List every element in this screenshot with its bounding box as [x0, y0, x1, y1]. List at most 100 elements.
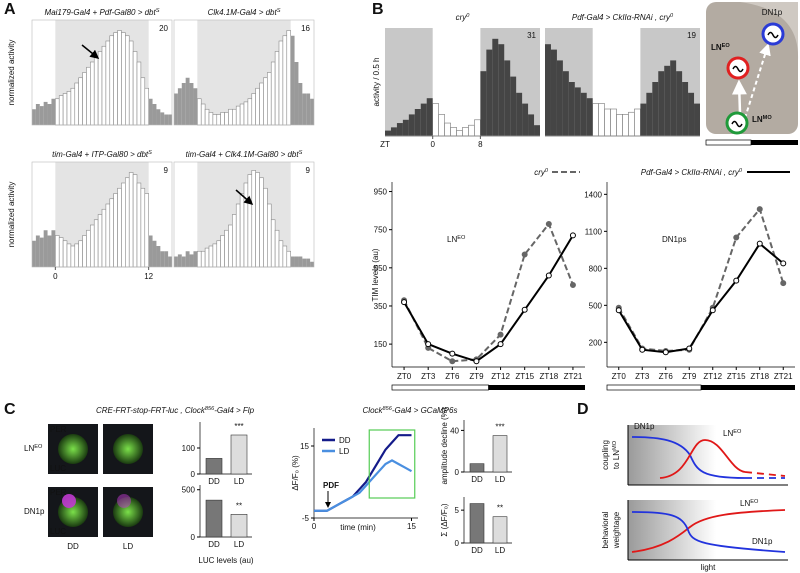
y-axis-label-part: coupling	[601, 440, 610, 470]
series-line	[314, 459, 413, 512]
activity-bar	[39, 237, 44, 267]
activity-bar	[574, 87, 581, 136]
activity-bar	[43, 230, 48, 267]
activity-bar	[420, 103, 427, 136]
activity-bar	[247, 174, 253, 268]
activity-bar	[148, 98, 153, 125]
activity-bar	[545, 44, 551, 137]
activity-bar	[121, 182, 126, 268]
activity-bar	[462, 127, 469, 137]
activity-bar	[251, 170, 256, 268]
data-point	[756, 240, 763, 247]
y-axis-label: to LNMO	[612, 440, 621, 469]
curve	[631, 509, 786, 553]
activity-bar	[232, 214, 237, 268]
x-tick-label: 12	[144, 272, 153, 281]
activity-bar	[117, 187, 122, 268]
activity-bar	[676, 71, 683, 136]
activity-bar	[664, 65, 671, 136]
activity-bar	[306, 258, 311, 267]
activity-bar	[216, 114, 221, 126]
plot-title-part: S	[148, 150, 152, 156]
bar	[469, 503, 485, 544]
y-tick-label: 100	[182, 444, 196, 453]
activity-bar	[32, 109, 36, 125]
activity-bar	[278, 240, 284, 268]
neuron-label: DN1p	[762, 8, 783, 17]
y-tick-label: 350	[374, 302, 388, 311]
significance: **	[497, 504, 503, 513]
plot-title-part: Clk4.1M-Gal4 > dbt	[208, 8, 278, 17]
activity-bar	[598, 103, 605, 137]
panel-letter: B	[372, 1, 384, 18]
legend-label-part: 0	[739, 168, 743, 174]
x-tick-label: 0	[312, 522, 317, 531]
curve-label-part: LN	[723, 429, 733, 438]
x-tick-label: ZT6	[445, 372, 460, 381]
activity-bar	[58, 237, 64, 268]
activity-bar	[592, 103, 599, 137]
activity-bar	[286, 30, 291, 126]
x-tick-label: 8	[478, 140, 483, 149]
cell-signal	[62, 494, 76, 508]
activity-bar	[580, 92, 587, 136]
plot-title-part: S	[156, 8, 160, 14]
activity-bar	[586, 98, 593, 136]
activity-bar	[90, 224, 95, 268]
y-tick-label: 500	[589, 301, 603, 310]
data-point	[545, 272, 552, 279]
plot-label-part: DN1ps	[662, 235, 686, 244]
y-axis-label: ΔF/F₀ (%)	[291, 455, 300, 491]
activity-bar	[117, 30, 122, 126]
activity-bar	[193, 251, 198, 267]
data-point	[497, 331, 504, 338]
y-tick-label: 950	[374, 188, 388, 197]
activity-bar	[181, 83, 186, 125]
activity-bar	[263, 77, 268, 126]
activity-bar	[247, 98, 253, 126]
activity-bar	[385, 130, 391, 136]
activity-bar	[294, 62, 299, 125]
light-bar	[606, 384, 702, 391]
x-tick-label: LD	[495, 475, 505, 484]
plot-title-part: Pdf-Gal4 > CkIIα-RNAi , cry	[572, 13, 671, 22]
x-tick-label: 0	[53, 272, 58, 281]
activity-bar	[432, 103, 439, 137]
activity-bar	[251, 93, 256, 126]
channel-label: PER	[50, 488, 67, 497]
activity-bar	[468, 124, 475, 137]
y-axis-label-part: to LN	[612, 450, 621, 469]
cell-signal	[117, 494, 131, 508]
activity-bar	[528, 114, 535, 136]
activity-bar	[55, 98, 60, 126]
activity-bar	[113, 32, 118, 126]
activity-bar	[492, 38, 499, 136]
activity-bar	[128, 172, 134, 268]
panel-letter: A	[4, 1, 16, 18]
oscillator-icon	[732, 65, 744, 73]
data-point	[709, 307, 716, 314]
activity-bar	[694, 103, 700, 136]
x-tick-label: DD	[208, 477, 220, 486]
activity-bar	[255, 87, 260, 126]
x-tick-label: ZT0	[397, 372, 412, 381]
activity-bar	[51, 230, 56, 267]
plot-label-part: EO	[457, 235, 466, 241]
activity-bar	[93, 56, 99, 126]
activity-bar	[78, 77, 83, 126]
y-tick-label: 0	[455, 539, 460, 548]
plot-title: tim-Gal4 + ITP-Gal80 > dbtS	[52, 150, 152, 159]
activity-bar	[450, 127, 457, 137]
activity-bar	[132, 51, 138, 126]
neuron-label-part: EO	[722, 43, 731, 49]
activity-bar	[109, 35, 114, 126]
light-gradient	[628, 425, 788, 485]
activity-bar	[408, 114, 415, 136]
activity-bar	[232, 108, 237, 126]
activity-bar	[298, 256, 303, 267]
activity-bar	[101, 45, 107, 126]
activity-bar	[148, 235, 153, 267]
x-tick-label: 15	[407, 522, 416, 531]
data-point	[569, 281, 576, 288]
